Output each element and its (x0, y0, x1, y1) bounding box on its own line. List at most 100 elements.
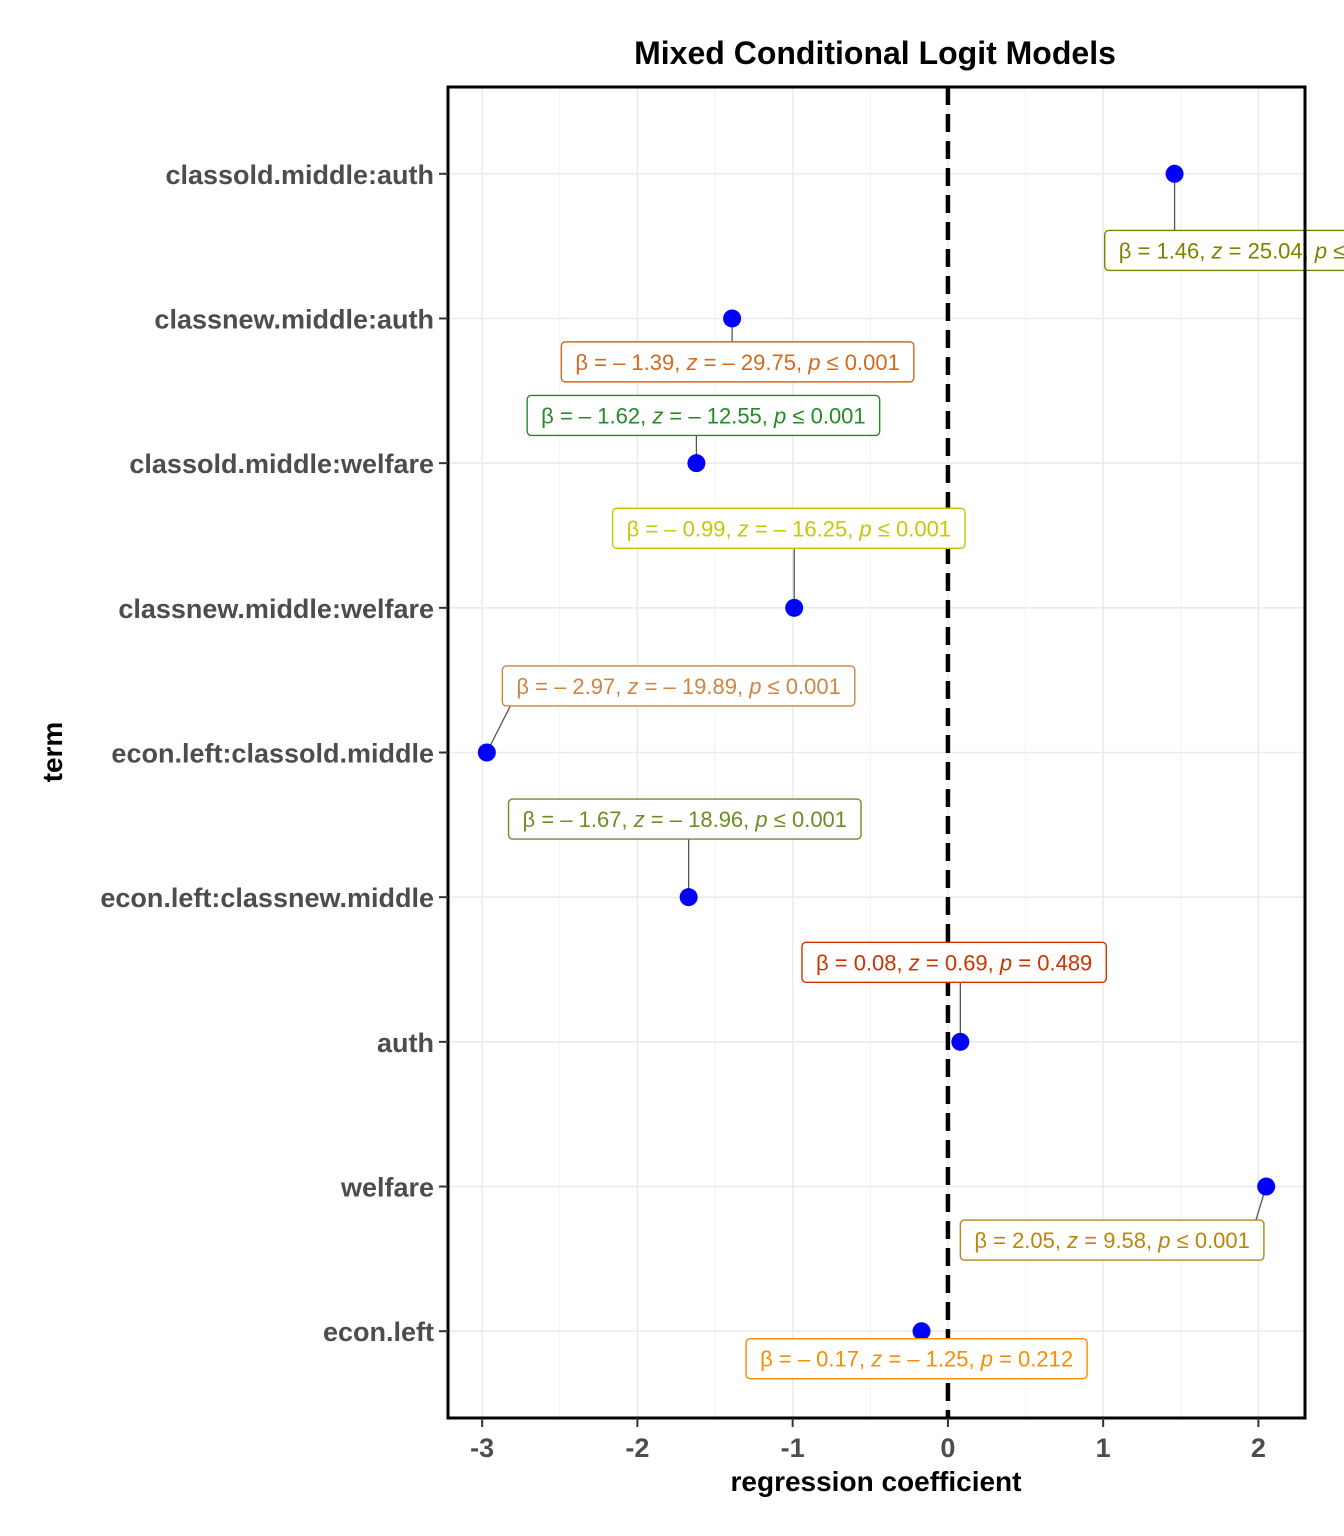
p-value: 0.001 (896, 516, 951, 541)
equals-sign: = (1131, 238, 1156, 263)
coefficient-point (687, 454, 706, 473)
equals-sign: = (645, 807, 670, 832)
y-axis-title: term (37, 722, 68, 783)
coefficient-label: β = – 1.67, z = – 18.96, p ≤ 0.001 (507, 798, 862, 840)
equals-sign: = (1078, 1228, 1103, 1253)
equals-sign: = (529, 674, 554, 699)
beta-symbol: β (516, 674, 529, 699)
label-box (959, 1219, 1265, 1261)
coefficient-point (723, 309, 742, 328)
coefficient-label: β = – 0.99, z = – 16.25, p ≤ 0.001 (611, 507, 966, 549)
x-tick-label: 0 (940, 1433, 955, 1463)
equals-sign: = (535, 807, 560, 832)
separator: , (1199, 238, 1211, 263)
p-symbol: p (773, 403, 786, 428)
p-value: 0.001 (845, 350, 900, 375)
x-tick-label: -3 (470, 1433, 494, 1463)
beta-value: – 1.62 (579, 403, 640, 428)
p-symbol: p (748, 674, 761, 699)
y-tick-label: classnew.middle:welfare (118, 594, 434, 624)
chart-title: Mixed Conditional Logit Models (634, 35, 1116, 71)
coefficient-label: β = – 1.62, z = – 12.55, p ≤ 0.001 (526, 394, 881, 437)
beta-symbol: β (575, 350, 588, 375)
separator: , (621, 807, 633, 832)
p-operator: ≤ (768, 807, 792, 832)
p-symbol: p (754, 807, 767, 832)
grid-lines (448, 87, 1305, 1418)
p-operator: ≤ (872, 516, 896, 541)
z-symbol: z (626, 674, 638, 699)
x-axis-title: regression coefficient (731, 1466, 1022, 1497)
coefficient-label: β = 0.08, z = 0.69, p = 0.489 (801, 941, 1108, 983)
p-symbol: p (807, 350, 820, 375)
z-symbol: z (870, 1347, 882, 1372)
separator: , (847, 516, 859, 541)
z-value: 9.58 (1103, 1228, 1146, 1253)
equals-sign: = (697, 350, 722, 375)
p-value: 0.001 (811, 403, 866, 428)
z-symbol: z (651, 403, 663, 428)
p-operator: ≤ (761, 674, 785, 699)
y-tick-label: auth (377, 1028, 434, 1058)
equals-sign: = (829, 950, 854, 975)
z-value: 25.04 (1248, 238, 1303, 263)
separator: , (1055, 1228, 1067, 1253)
beta-value: – 0.99 (664, 516, 725, 541)
y-tick-label: welfare (340, 1173, 434, 1203)
z-symbol: z (1211, 238, 1223, 263)
beta-value: – 0.17 (798, 1347, 859, 1372)
label-box (507, 798, 862, 840)
coefficient-label: β = 2.05, z = 9.58, p ≤ 0.001 (959, 1219, 1265, 1261)
p-operator: = (1012, 950, 1037, 975)
y-tick-label: econ.left:classnew.middle (100, 883, 434, 913)
y-tick-label: classold.middle:welfare (129, 449, 434, 479)
p-symbol: p (858, 516, 871, 541)
z-symbol: z (737, 516, 749, 541)
p-value: 0.001 (792, 807, 847, 832)
z-symbol: z (633, 807, 645, 832)
separator: , (968, 1347, 980, 1372)
beta-symbol: β (523, 807, 536, 832)
separator: , (859, 1347, 871, 1372)
p-value: 0.001 (786, 674, 841, 699)
equals-sign: = (773, 1347, 798, 1372)
coefficient-point (679, 888, 698, 907)
separator: , (640, 403, 652, 428)
label-text: β = 0.08, z = 0.69, p = 0.489 (816, 950, 1092, 975)
z-symbol: z (685, 350, 697, 375)
separator: , (897, 950, 909, 975)
z-value: – 19.89 (664, 674, 737, 699)
separator: , (1146, 1228, 1158, 1253)
label-text: β = – 1.39, z = – 29.75, p ≤ 0.001 (575, 350, 899, 375)
label-leader-lines (486, 173, 1267, 1221)
equals-sign: = (588, 350, 613, 375)
p-operator: ≤ (1171, 1228, 1195, 1253)
beta-value: 1.46 (1156, 238, 1199, 263)
y-tick-label: classold.middle:auth (165, 160, 434, 190)
separator: , (674, 350, 686, 375)
z-value: 0.69 (945, 950, 988, 975)
coefficient-point (477, 743, 496, 762)
label-text: β = – 2.97, z = – 19.89, p ≤ 0.001 (516, 674, 840, 699)
coefficient-label: β = – 2.97, z = – 19.89, p ≤ 0.001 (501, 665, 856, 707)
equals-sign: = (638, 674, 663, 699)
coefficient-point (951, 1032, 970, 1051)
equals-sign: = (882, 1347, 907, 1372)
equals-sign: = (920, 950, 945, 975)
label-text: β = 1.46, z = 25.04, p ≤ 0.001 (1119, 238, 1344, 263)
y-tick-label: classnew.middle:auth (154, 304, 434, 334)
x-tick-label: 2 (1251, 1433, 1266, 1463)
x-axis: -3 -2 -1 0 1 2 (470, 1418, 1266, 1463)
p-value: 0.489 (1037, 950, 1092, 975)
x-tick-label: -1 (781, 1433, 805, 1463)
beta-symbol: β (627, 516, 640, 541)
separator: , (988, 950, 1000, 975)
p-value: 0.212 (1018, 1347, 1073, 1372)
p-symbol: p (1157, 1228, 1170, 1253)
label-text: β = – 0.17, z = – 1.25, p = 0.212 (760, 1347, 1073, 1372)
coefficient-label: β = 1.46, z = 25.04, p ≤ 0.001 (1104, 229, 1344, 272)
x-tick-label: 1 (1096, 1433, 1111, 1463)
separator: , (725, 516, 737, 541)
equals-sign: = (1223, 238, 1248, 263)
label-box (526, 394, 881, 437)
